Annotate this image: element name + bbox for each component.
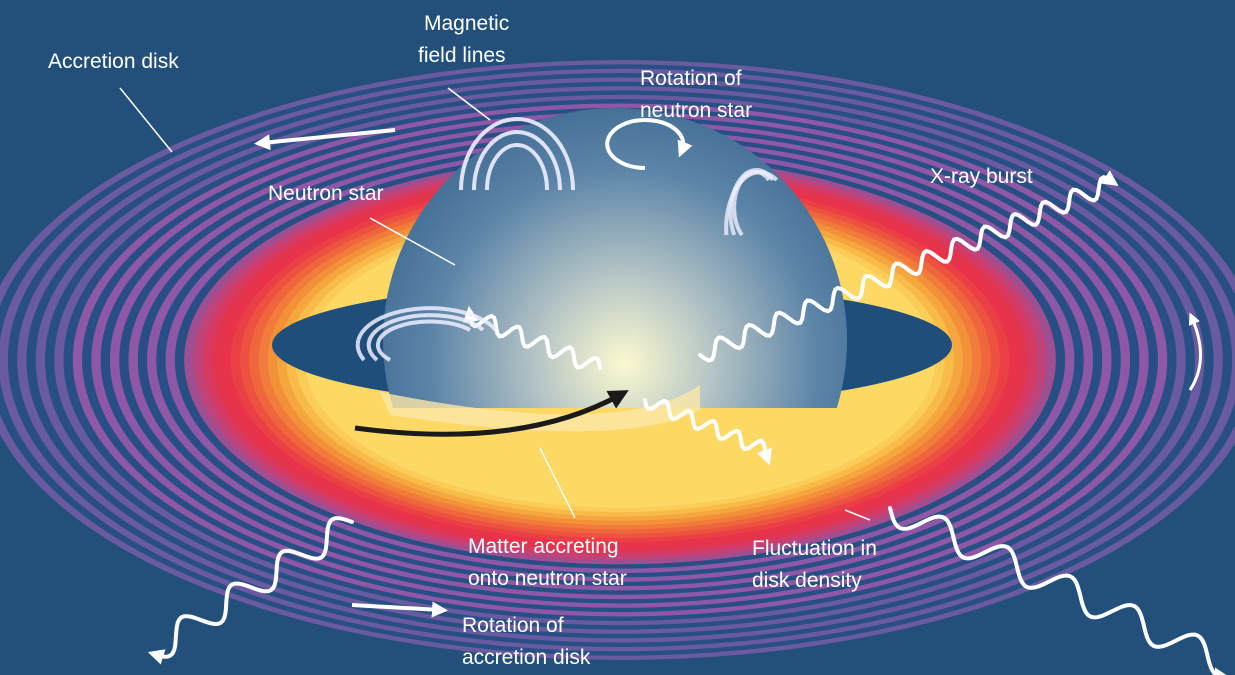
label: Accretion disk [48, 50, 179, 73]
label: field lines [418, 44, 506, 67]
accreting-matter [380, 385, 700, 432]
leader-line [447, 87, 491, 121]
label: Rotation of [640, 67, 742, 90]
wave [462, 305, 602, 370]
rotation-arrow [605, 118, 693, 170]
label: onto neutron star [468, 567, 627, 590]
field-line [724, 170, 779, 236]
label: Fluctuation in [752, 537, 877, 560]
leader-line [369, 217, 456, 266]
label: X-ray burst [930, 165, 1033, 188]
field-line [472, 130, 562, 191]
label: Matter accreting [468, 535, 619, 558]
label: neutron star [640, 99, 752, 122]
wave [888, 506, 1230, 675]
label: Rotation of [462, 614, 564, 637]
wave [698, 170, 1119, 363]
field-line [485, 143, 549, 191]
field-line [375, 319, 471, 362]
disk-arrow [351, 601, 448, 618]
wave [643, 398, 772, 466]
leader-line [119, 87, 173, 153]
leader-line [844, 509, 871, 521]
field-line [366, 313, 485, 362]
label: Magnetic [424, 12, 509, 35]
fluct-arrow [1188, 312, 1202, 391]
labels: Accretion disk Magnetic field lines Rotatio… [48, 12, 1033, 669]
field-line [355, 306, 498, 362]
label: accretion disk [462, 646, 591, 669]
wave [147, 516, 354, 665]
disk-arrow [254, 128, 396, 151]
accretion-disk [0, 60, 1235, 660]
label: Neutron star [268, 182, 384, 205]
field-line [459, 117, 575, 191]
leader-line [539, 447, 576, 519]
label: disk density [752, 569, 862, 592]
effects [119, 87, 1230, 675]
matter-arrow [354, 390, 629, 437]
